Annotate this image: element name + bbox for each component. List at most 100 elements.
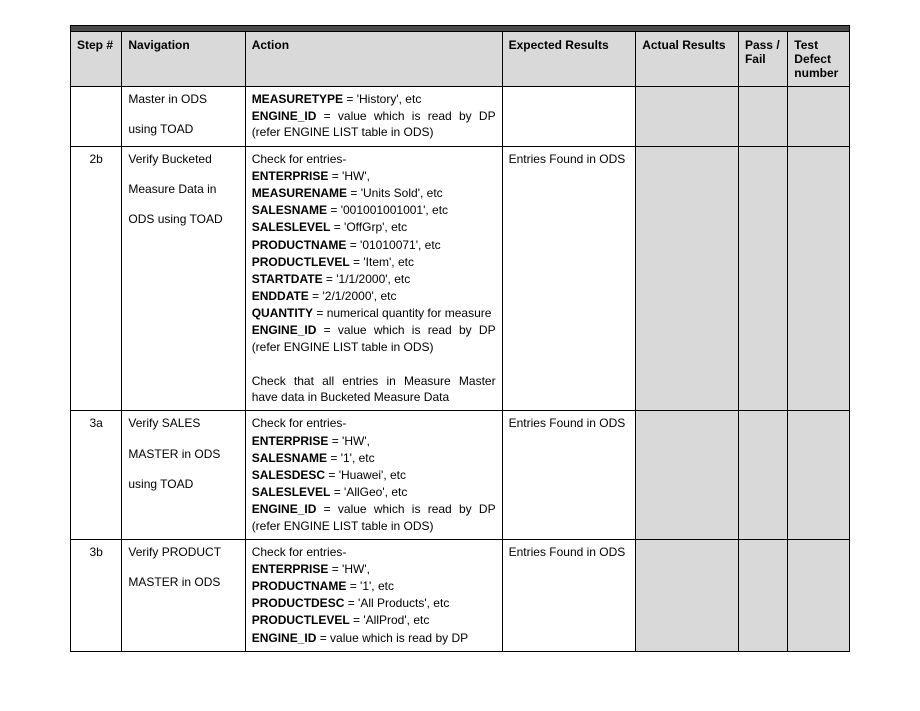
cell-actual <box>636 411 739 539</box>
action-line: SALESLEVEL = 'AllGeo', etc <box>252 484 496 500</box>
table-header-row: Step # Navigation Action Expected Result… <box>71 32 850 87</box>
table-row: Master in ODS using TOAD MEASURETYPE = 'Hi… <box>71 87 850 147</box>
action-line: ENDDATE = '2/1/2000', etc <box>252 288 496 304</box>
action-key: PRODUCTNAME <box>252 238 347 252</box>
action-line: PRODUCTLEVEL = 'Item', etc <box>252 254 496 270</box>
cell-action: Check for entries-ENTERPRISE = 'HW',PROD… <box>245 539 502 651</box>
cell-action: Check for entries-ENTERPRISE = 'HW',SALE… <box>245 411 502 539</box>
cell-action: Check for entries-ENTERPRISE = 'HW',MEAS… <box>245 146 502 411</box>
col-header-exp: Expected Results <box>502 32 636 87</box>
action-key: ENGINE_ID <box>252 109 317 123</box>
action-text: Check for entries- <box>252 416 347 430</box>
action-text: = 'HW', <box>328 434 370 448</box>
cell-actual <box>636 539 739 651</box>
col-header-step: Step # <box>71 32 122 87</box>
action-text: = 'Units Sold', etc <box>347 186 443 200</box>
action-text: = 'Huawei', etc <box>325 468 406 482</box>
action-key: PRODUCTDESC <box>252 596 345 610</box>
cell-defect <box>788 146 850 411</box>
action-line: ENGINE_ID = value which is read by DP (r… <box>252 322 496 354</box>
action-key: PRODUCTLEVEL <box>252 613 350 627</box>
action-key: MEASURENAME <box>252 186 347 200</box>
col-header-nav: Navigation <box>122 32 245 87</box>
nav-line: using TOAD <box>128 121 238 137</box>
cell-passfail <box>738 146 787 411</box>
cell-step: 2b <box>71 146 122 411</box>
test-case-table: Step # Navigation Action Expected Result… <box>70 25 850 652</box>
table-row: 3b Verify PRODUCT MASTER in ODS Check for e… <box>71 539 850 651</box>
action-line: SALESDESC = 'Huawei', etc <box>252 467 496 483</box>
nav-line: Verify SALES <box>128 415 238 431</box>
action-text: = '001001001001', etc <box>327 203 448 217</box>
cell-defect <box>788 87 850 147</box>
cell-expected: Entries Found in ODS <box>502 411 636 539</box>
action-key: ENTERPRISE <box>252 562 329 576</box>
col-header-pf: Pass / Fail <box>738 32 787 87</box>
action-text: = '01010071', etc <box>346 238 440 252</box>
action-key: STARTDATE <box>252 272 323 286</box>
action-text: = '1/1/2000', etc <box>323 272 411 286</box>
nav-line: Verify PRODUCT <box>128 544 238 560</box>
action-key: PRODUCTLEVEL <box>252 255 350 269</box>
action-key: MEASURETYPE <box>252 92 343 106</box>
action-text: = 'HW', <box>328 169 370 183</box>
action-line: ENGINE_ID = value which is read by DP <box>252 630 496 646</box>
action-line: SALESNAME = '001001001001', etc <box>252 202 496 218</box>
cell-actual <box>636 146 739 411</box>
nav-line: MASTER in ODS <box>128 446 238 462</box>
nav-line: ODS using TOAD <box>128 211 238 227</box>
action-text: = 'Item', etc <box>350 255 414 269</box>
nav-line: Master in ODS <box>128 91 238 107</box>
col-header-def: Test Defect number <box>788 32 850 87</box>
action-line: PRODUCTDESC = 'All Products', etc <box>252 595 496 611</box>
cell-step: 3a <box>71 411 122 539</box>
cell-expected: Entries Found in ODS <box>502 539 636 651</box>
cell-step: 3b <box>71 539 122 651</box>
cell-passfail <box>738 87 787 147</box>
action-text: = 'OffGrp', etc <box>330 220 407 234</box>
action-line: Check for entries- <box>252 544 496 560</box>
cell-expected: Entries Found in ODS <box>502 146 636 411</box>
action-key: SALESDESC <box>252 468 325 482</box>
action-line: ENGINE_ID = value which is read by DP (r… <box>252 501 496 533</box>
cell-navigation: Verify SALESMASTER in ODSusing TOAD <box>122 411 245 539</box>
action-key: ENGINE_ID <box>252 502 317 516</box>
action-line: ENTERPRISE = 'HW', <box>252 561 496 577</box>
action-text: = '1', etc <box>327 451 375 465</box>
cell-expected <box>502 87 636 147</box>
action-line: ENGINE_ID = value which is read by DP (r… <box>252 108 496 140</box>
action-line: SALESNAME = '1', etc <box>252 450 496 466</box>
table-row: 3aVerify SALESMASTER in ODSusing TOADChe… <box>71 411 850 539</box>
action-text: = 'History', etc <box>343 92 421 106</box>
action-line: PRODUCTNAME = '1', etc <box>252 578 496 594</box>
col-header-act: Actual Results <box>636 32 739 87</box>
action-text: = value which is read by DP <box>316 631 468 645</box>
action-line: MEASURENAME = 'Units Sold', etc <box>252 185 496 201</box>
action-text: = 'AllProd', etc <box>350 613 430 627</box>
action-key: SALESLEVEL <box>252 220 331 234</box>
action-key: ENGINE_ID <box>252 631 317 645</box>
cell-navigation: Verify BucketedMeasure Data inODS using … <box>122 146 245 411</box>
action-text: = '1', etc <box>346 579 394 593</box>
action-text: Check that all entries in Measure Master… <box>252 374 496 404</box>
cell-action: MEASURETYPE = 'History', etc ENGINE_ID = … <box>245 87 502 147</box>
cell-defect <box>788 539 850 651</box>
table-body: Master in ODS using TOAD MEASURETYPE = 'Hi… <box>71 87 850 652</box>
table-row: 2bVerify BucketedMeasure Data inODS usin… <box>71 146 850 411</box>
action-text: = 'HW', <box>328 562 370 576</box>
col-header-action: Action <box>245 32 502 87</box>
cell-passfail <box>738 411 787 539</box>
nav-line: MASTER in ODS <box>128 574 238 590</box>
action-line: Check for entries- <box>252 151 496 167</box>
action-line: QUANTITY = numerical quantity for measur… <box>252 305 496 321</box>
action-text: = numerical quantity for measure <box>313 306 491 320</box>
action-text: = 'AllGeo', etc <box>330 485 407 499</box>
action-key: QUANTITY <box>252 306 313 320</box>
action-text: Check for entries- <box>252 152 347 166</box>
action-key: ENDDATE <box>252 289 309 303</box>
action-key: SALESLEVEL <box>252 485 331 499</box>
cell-actual <box>636 87 739 147</box>
action-text: = '2/1/2000', etc <box>309 289 397 303</box>
action-text: = 'All Products', etc <box>344 596 449 610</box>
action-line: ENTERPRISE = 'HW', <box>252 168 496 184</box>
